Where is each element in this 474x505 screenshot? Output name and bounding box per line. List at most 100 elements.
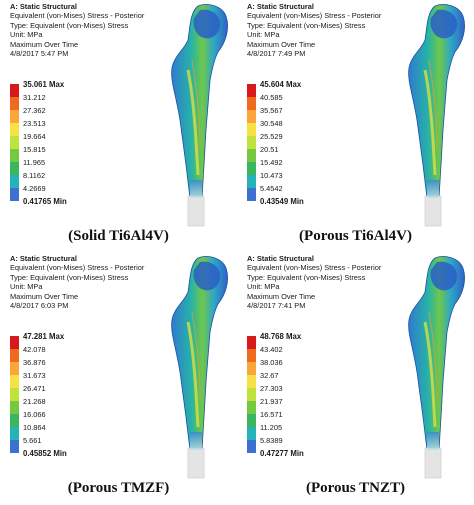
legend-swatch [10, 84, 19, 97]
panel-caption: (Porous Ti6Al4V) [299, 228, 412, 244]
legend-swatch [247, 375, 256, 388]
legend-swatch [247, 362, 256, 375]
legend-swatch [10, 362, 19, 375]
legend-swatch [247, 427, 256, 440]
femur-stress-contour [171, 4, 228, 227]
legend-swatch [10, 110, 19, 123]
legend-value: 11.205 [260, 423, 283, 432]
stress-panel-porous-ti6al4v: A: Static Structural Equivalent (von-Mise… [237, 0, 474, 252]
femur-stress-contour [408, 256, 465, 479]
info-line4: Maximum Over Time [247, 291, 316, 301]
legend-value: 32.67 [260, 371, 279, 380]
legend-swatch [247, 414, 256, 427]
legend-swatch [10, 136, 19, 149]
legend-swatch [10, 123, 19, 136]
legend-swatch [10, 414, 19, 427]
legend-swatch [10, 349, 19, 362]
legend-swatch [10, 388, 19, 401]
legend-swatch [10, 375, 19, 388]
legend-value: 10.473 [260, 171, 283, 180]
info-line4: Maximum Over Time [247, 39, 316, 49]
legend-value: 30.548 [260, 119, 283, 128]
legend-value: 15.492 [260, 158, 283, 167]
legend-value: 42.078 [23, 345, 46, 354]
legend-swatch [247, 440, 256, 453]
legend-swatch [247, 97, 256, 110]
legend-value: 43.402 [260, 345, 283, 354]
legend-value: 11.965 [23, 158, 46, 167]
info-line2: Type: Equivalent (von-Mises) Stress [10, 272, 129, 282]
legend-value: 40.585 [260, 93, 283, 102]
stress-panel-solid-ti6al4v: A: Static Structural Equivalent (von-Mise… [0, 0, 237, 252]
legend-swatch [10, 336, 19, 349]
legend-value: 47.281 Max [23, 332, 65, 341]
legend-swatch [10, 401, 19, 414]
panel-caption: (Porous TNZT) [305, 480, 406, 496]
legend-value: 0.45852 Min [23, 449, 67, 458]
legend-swatch [247, 110, 256, 123]
legend-value: 15.815 [23, 145, 46, 154]
legend-value: 4.2669 [23, 184, 46, 193]
legend-swatch [247, 149, 256, 162]
info-line3: Unit: MPa [247, 30, 280, 40]
legend-swatch [247, 388, 256, 401]
legend-value: 10.864 [23, 423, 46, 432]
legend-value: 27.362 [23, 106, 46, 115]
info-title: A: Static Structural [10, 2, 77, 11]
legend-swatch [247, 336, 256, 349]
legend-swatch [247, 84, 256, 97]
legend-value: 5.8389 [260, 436, 283, 445]
legend-value: 23.513 [23, 119, 46, 128]
legend-value: 0.41765 Min [23, 197, 67, 206]
panel-caption: (Porous TMZF) [67, 480, 170, 496]
result-info: A: Static Structural Equivalent (von-Mise… [247, 2, 381, 58]
legend-value: 16.571 [260, 410, 283, 419]
panel-caption: (Solid Ti6Al4V) [68, 228, 169, 244]
legend-value: 21.268 [23, 397, 46, 406]
legend-swatch [247, 175, 256, 188]
info-line1: Equivalent (von-Mises) Stress - Posterio… [247, 11, 382, 21]
legend-value: 19.664 [23, 132, 46, 141]
legend-value: 5.4542 [260, 184, 283, 193]
info-title: A: Static Structural [10, 254, 77, 263]
legend-value: 31.212 [23, 93, 46, 102]
info-title: A: Static Structural [247, 2, 314, 11]
legend-value: 20.51 [260, 145, 279, 154]
stress-panel-porous-tnzt: A: Static Structural Equivalent (von-Mise… [237, 252, 474, 504]
legend-swatch [10, 427, 19, 440]
legend-swatch [10, 440, 19, 453]
legend-swatch [247, 349, 256, 362]
legend-swatch [247, 162, 256, 175]
legend-value: 38.036 [260, 358, 283, 367]
legend-swatch [247, 188, 256, 201]
info-line3: Unit: MPa [247, 282, 280, 292]
result-info: A: Static Structural Equivalent (von-Mise… [10, 2, 144, 58]
result-info: A: Static Structural Equivalent (von-Mise… [247, 254, 381, 310]
femur-stress-contour [408, 4, 465, 227]
legend-value: 0.43549 Min [260, 197, 304, 206]
info-line5: 4/8/2017 7:49 PM [247, 49, 306, 59]
info-line1: Equivalent (von-Mises) Stress - Posterio… [10, 11, 145, 21]
legend-value: 35.061 Max [23, 80, 65, 89]
info-line5: 4/8/2017 6:03 PM [10, 301, 69, 311]
legend-value: 8.1162 [23, 171, 46, 180]
info-line4: Maximum Over Time [10, 39, 79, 49]
legend-swatch [10, 162, 19, 175]
legend-value: 31.673 [23, 371, 46, 380]
info-line2: Type: Equivalent (von-Mises) Stress [247, 272, 366, 282]
legend-swatch [10, 188, 19, 201]
info-line3: Unit: MPa [10, 282, 43, 292]
legend-value: 0.47277 Min [260, 449, 304, 458]
info-line5: 4/8/2017 5:47 PM [10, 49, 69, 59]
legend-swatch [247, 123, 256, 136]
legend-swatch [10, 97, 19, 110]
legend-value: 27.303 [260, 384, 283, 393]
info-title: A: Static Structural [247, 254, 314, 263]
legend-value: 48.768 Max [260, 332, 302, 341]
stress-panel-porous-tmzf: A: Static Structural Equivalent (von-Mise… [0, 252, 237, 504]
info-line3: Unit: MPa [10, 30, 43, 40]
legend-value: 26.471 [23, 384, 46, 393]
info-line1: Equivalent (von-Mises) Stress - Posterio… [247, 263, 382, 273]
info-line4: Maximum Over Time [10, 291, 79, 301]
legend-value: 45.604 Max [260, 80, 302, 89]
